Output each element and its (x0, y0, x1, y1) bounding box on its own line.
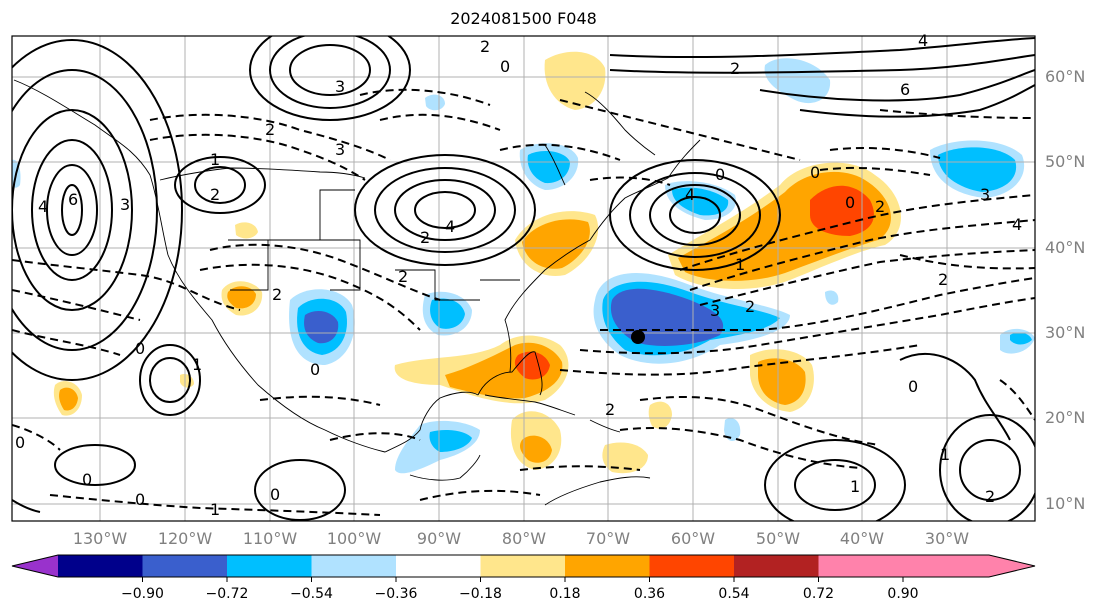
contour-label: 0 (810, 163, 820, 182)
lat-label: 20°N (1045, 408, 1086, 427)
colorbar-segment (480, 555, 565, 577)
contour-label: 3 (710, 301, 720, 320)
contour-label: 0 (500, 57, 510, 76)
colorbar-segment (142, 555, 227, 577)
lon-label: 110°W (242, 529, 298, 548)
plot-frame (11, 35, 1036, 522)
contour-label: 2 (272, 285, 282, 304)
colorbar-segment (396, 555, 481, 577)
contour-label: 2 (480, 37, 490, 56)
contour-label: 2 (938, 270, 948, 289)
colorbar-segment (311, 555, 396, 577)
contour-label: 3 (980, 185, 990, 204)
colorbar-segment (818, 555, 903, 577)
contour-label: 0 (845, 193, 855, 212)
contour-label: 0 (15, 433, 25, 452)
contour-label: 4 (685, 185, 695, 204)
lat-label: 30°N (1045, 323, 1086, 342)
colorbar-tick-label: −0.36 (374, 586, 418, 602)
contour-label: 2 (210, 185, 220, 204)
colorbar-tick-label: −0.90 (121, 586, 164, 602)
contour-label: 4 (1012, 215, 1022, 234)
contour-label: 0 (82, 470, 92, 489)
contour-label: 4 (38, 197, 48, 216)
colorbar-segment (649, 555, 734, 577)
colorbar-tick-label: −0.18 (459, 586, 502, 602)
contour-label: 6 (68, 190, 78, 209)
lat-label: 10°N (1045, 494, 1086, 513)
colorbar-segment (58, 555, 143, 577)
colorbar-tick-label: 0.36 (633, 586, 666, 602)
contour-label: 3 (335, 140, 345, 159)
colorbar-tick-label: −0.54 (290, 586, 333, 602)
contour-label: 4 (918, 31, 928, 50)
contour-label: 2 (605, 400, 615, 419)
contour-label: 3 (120, 195, 130, 214)
colorbar-tick-label: −0.72 (205, 586, 249, 602)
contour-label: 2 (875, 197, 885, 216)
lon-label: 50°W (755, 529, 801, 548)
contour-label: 6 (900, 80, 910, 99)
lon-label: 60°W (670, 529, 716, 548)
lon-label: 120°W (157, 529, 213, 548)
lon-label: 100°W (326, 529, 382, 548)
colorbar-segment (565, 555, 650, 577)
contour-labels: 6 4 3 2 1 0 0 1 2 4 3 2 3 4 0 0 0 2 3 2 … (15, 31, 1022, 519)
colorbar-tick-label: 0.18 (549, 586, 581, 602)
solid-contours (12, 36, 1035, 521)
contour-label: 2 (398, 267, 408, 286)
contour-label: 2 (420, 228, 430, 247)
lon-label: 70°W (585, 529, 631, 548)
contour-label: 1 (210, 150, 220, 169)
lat-label: 40°N (1045, 238, 1086, 257)
contour-label: 1 (735, 255, 745, 274)
contour-label: 1 (210, 500, 220, 519)
colorbar (11, 554, 1036, 582)
low-pressure-center-marker (631, 330, 645, 344)
contour-label: 0 (908, 377, 918, 396)
lon-label: 30°W (924, 529, 970, 548)
lon-label: 80°W (501, 529, 547, 548)
contour-label: 2 (985, 487, 995, 506)
lat-label: 50°N (1045, 152, 1086, 171)
lon-label: 40°W (839, 529, 885, 548)
contour-label: 0 (270, 485, 280, 504)
contour-label: 0 (310, 360, 320, 379)
contour-label: 1 (192, 355, 202, 374)
contour-label: 0 (715, 165, 725, 184)
lon-label: 130°W (72, 529, 128, 548)
contour-label: 3 (335, 77, 345, 96)
contour-label: 1 (940, 445, 950, 464)
colorbar-segment (227, 555, 312, 577)
coastlines (13, 79, 701, 506)
colorbar-segment (734, 555, 819, 577)
colorbar-tick-label: 0.72 (802, 586, 835, 602)
contour-label: 1 (850, 477, 860, 496)
contour-label: 4 (445, 217, 455, 236)
colorbar-extend-max (903, 555, 1035, 577)
graticule (12, 36, 1035, 521)
colorbar-tick-label: 0.90 (887, 586, 919, 602)
contour-label: 2 (730, 59, 740, 78)
dashed-contours (12, 88, 1035, 516)
contour-label: 2 (265, 120, 275, 139)
colorbar-extend-min (12, 555, 58, 577)
contour-label: 0 (135, 339, 145, 358)
contour-label: 0 (135, 490, 145, 509)
lon-label: 90°W (416, 529, 462, 548)
lat-label: 60°N (1045, 67, 1086, 86)
colorbar-tick-label: 0.54 (718, 586, 750, 602)
contour-label: 2 (745, 297, 755, 316)
map-title: 2024081500 F048 (450, 9, 597, 28)
